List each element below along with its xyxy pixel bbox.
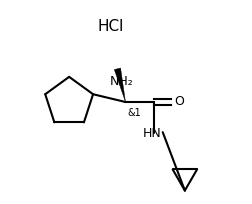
Text: HCl: HCl (97, 19, 123, 34)
Text: HN: HN (142, 127, 160, 140)
Text: NH₂: NH₂ (109, 75, 133, 88)
Text: O: O (173, 95, 183, 109)
Text: &1: &1 (127, 108, 141, 118)
Polygon shape (114, 68, 125, 102)
